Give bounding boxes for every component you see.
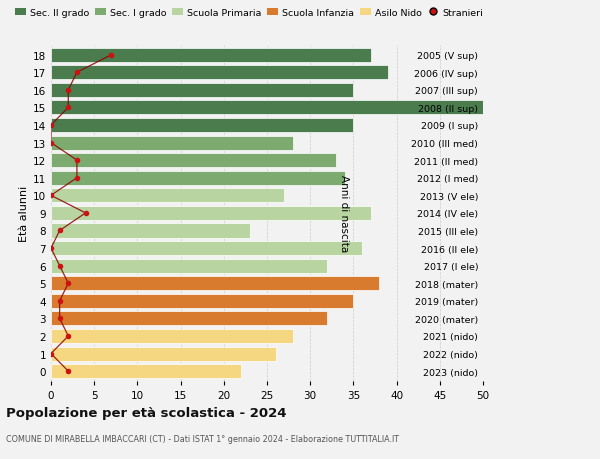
Bar (51, 154, 336, 168)
Point (107, 52, 116, 59)
Point (64, 280, 73, 287)
Bar (51, 241, 362, 256)
Point (55, 263, 64, 270)
Legend: Sec. II grado, Sec. I grado, Scuola Primaria, Scuola Infanzia, Asilo Nido, Stran: Sec. II grado, Sec. I grado, Scuola Prim… (11, 5, 487, 22)
Point (72, 69, 82, 77)
Bar (51, 84, 353, 98)
Point (64, 368, 73, 375)
Point (81, 210, 91, 217)
Point (64, 105, 73, 112)
Point (46, 140, 56, 147)
Text: COMUNE DI MIRABELLA IMBACCARI (CT) - Dati ISTAT 1° gennaio 2024 - Elaborazione T: COMUNE DI MIRABELLA IMBACCARI (CT) - Dat… (6, 434, 399, 443)
Bar (51, 189, 284, 203)
Point (72, 175, 82, 182)
Point (46, 122, 56, 129)
Bar (51, 224, 250, 238)
Point (64, 87, 73, 94)
Point (55, 315, 64, 322)
Point (64, 333, 73, 340)
Bar (51, 294, 353, 308)
Bar (51, 347, 275, 361)
Bar (51, 66, 388, 80)
Point (46, 192, 56, 200)
Point (55, 227, 64, 235)
Bar (51, 259, 328, 273)
Y-axis label: Anni di nascita: Anni di nascita (339, 175, 349, 252)
Point (46, 350, 56, 358)
Y-axis label: Età alunni: Età alunni (19, 185, 29, 241)
Point (46, 245, 56, 252)
Bar (51, 119, 353, 133)
Bar (51, 329, 293, 343)
Bar (51, 101, 483, 115)
Bar (51, 364, 241, 378)
Bar (51, 207, 371, 220)
Point (72, 157, 82, 164)
Text: Popolazione per età scolastica - 2024: Popolazione per età scolastica - 2024 (6, 406, 287, 419)
Bar (51, 312, 328, 326)
Bar (51, 136, 293, 150)
Bar (51, 171, 345, 185)
Point (55, 297, 64, 305)
Bar (51, 277, 379, 291)
Bar (51, 49, 371, 62)
